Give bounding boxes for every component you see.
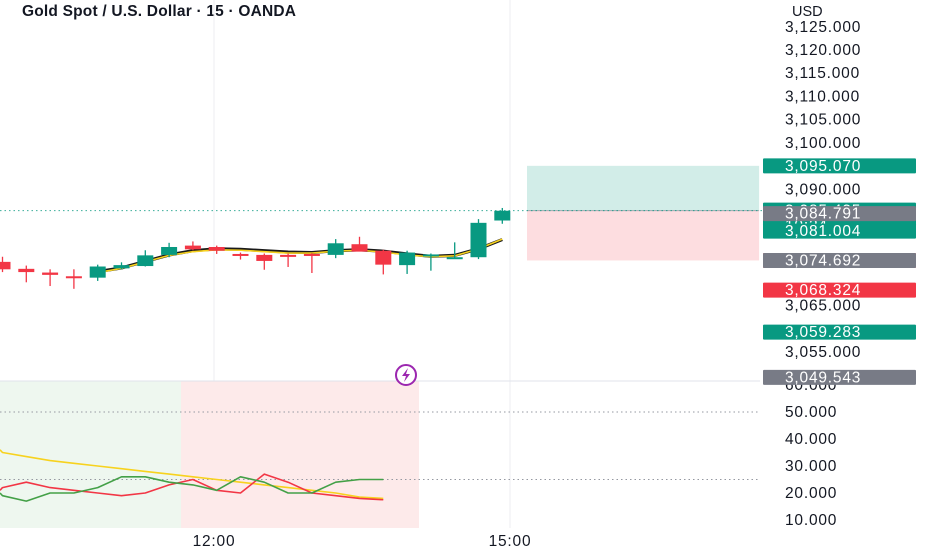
candle[interactable]	[42, 269, 59, 287]
candle-body	[303, 253, 320, 256]
price-tag-bg	[763, 253, 916, 269]
candle-body	[470, 222, 487, 258]
price-tag-label: 3,049.543	[785, 369, 861, 386]
price-tag[interactable]: 3,095.070	[763, 158, 916, 175]
price-axis-label: 3,055.000	[785, 344, 861, 361]
candle-body	[446, 257, 463, 260]
candle[interactable]	[256, 253, 273, 270]
candle[interactable]	[161, 242, 178, 258]
price-tag-bg	[763, 223, 916, 239]
price-tag-label: 3,074.692	[785, 253, 861, 270]
candle[interactable]	[351, 236, 368, 252]
oscillator-zone	[0, 381, 181, 528]
price-tag[interactable]: 3,081.004	[763, 223, 916, 240]
price-tag-label: 3,081.004	[785, 223, 861, 240]
price-axis-label: 3,110.000	[785, 88, 860, 105]
candle[interactable]	[184, 241, 201, 251]
candle-body	[494, 210, 511, 221]
price-axis-label: 3,125.000	[785, 19, 861, 36]
oscillator-axis-label: 30.000	[785, 458, 837, 475]
lightning-bolt-icon[interactable]	[395, 364, 417, 386]
oscillator-axis-label: 20.000	[785, 485, 837, 502]
price-axis-label: 3,120.000	[785, 42, 861, 59]
candle[interactable]	[422, 253, 439, 271]
oscillator-axis-label: 50.000	[785, 404, 837, 421]
price-tag-label: 3,059.283	[785, 324, 861, 341]
candle[interactable]	[470, 219, 487, 260]
candle[interactable]	[303, 253, 320, 274]
candle-body	[208, 246, 225, 251]
take-profit-zone[interactable]	[527, 165, 760, 211]
time-axis-label: 15:00	[489, 533, 532, 550]
price-axis-label: 3,100.000	[785, 135, 861, 152]
price-tag[interactable]: 3,068.324	[763, 282, 916, 299]
candle-body	[161, 246, 178, 255]
candle[interactable]	[137, 250, 154, 267]
price-tag-bg	[763, 324, 916, 340]
candle-body	[375, 250, 392, 265]
price-tag-label: 3,068.324	[785, 282, 861, 299]
price-tag-label: 3,084.791	[785, 206, 861, 223]
candle-body	[399, 252, 416, 266]
price-axis-label: 3,105.000	[785, 112, 861, 129]
oscillator-axis-label: 40.000	[785, 431, 837, 448]
candle[interactable]	[89, 264, 106, 281]
candle-body	[351, 244, 368, 252]
price-tag[interactable]: 3,049.543	[763, 369, 916, 386]
currency-label: USD	[792, 4, 823, 20]
candle-body	[137, 255, 154, 267]
price-tag-bg	[763, 369, 916, 385]
price-tag-bg	[763, 158, 916, 174]
candle[interactable]	[232, 252, 249, 260]
oscillator-zone	[181, 381, 419, 528]
price-tag[interactable]: 3,084.791	[763, 206, 916, 223]
oscillator-axis-label: 10.000	[785, 512, 837, 529]
oscillator-series-1	[0, 473, 384, 501]
candle-body	[0, 261, 11, 270]
candle-body	[65, 276, 82, 279]
candle[interactable]	[18, 265, 35, 283]
candle[interactable]	[113, 262, 130, 270]
candle[interactable]	[0, 256, 11, 273]
candle[interactable]	[280, 253, 297, 267]
candle[interactable]	[399, 250, 416, 274]
ma-fast-line	[97, 238, 503, 274]
price-tag[interactable]: 3,059.283	[763, 324, 916, 341]
candle-body	[18, 268, 35, 273]
price-axis-label: 3,065.000	[785, 298, 861, 315]
candle-body	[89, 266, 106, 278]
candle-body	[280, 254, 297, 257]
lightning-bolt-glyph	[402, 368, 410, 382]
price-tag-label: 3,095.070	[785, 158, 861, 175]
candle-body	[422, 254, 439, 257]
candle-body	[113, 265, 130, 269]
stop-loss-zone[interactable]	[527, 210, 760, 261]
candle-body	[256, 254, 273, 261]
price-axis-label: 3,090.000	[785, 181, 861, 198]
candle[interactable]	[494, 207, 511, 224]
candle[interactable]	[375, 249, 392, 275]
candle[interactable]	[208, 245, 225, 254]
oscillator-series-2	[0, 475, 384, 502]
time-axis-label: 12:00	[193, 533, 236, 550]
candle[interactable]	[446, 242, 463, 260]
price-tag[interactable]: 3,074.692	[763, 253, 916, 270]
price-tag-bg	[763, 282, 916, 298]
price-tag-bg	[763, 206, 916, 222]
candle-body	[42, 272, 59, 275]
symbol-title: Gold Spot / U.S. Dollar · 15 · OANDA	[22, 3, 297, 20]
candle-body	[327, 243, 344, 255]
candle-body	[232, 253, 249, 256]
candle[interactable]	[65, 269, 82, 289]
candle[interactable]	[327, 239, 344, 259]
candle-body	[184, 245, 201, 250]
price-axis-label: 3,115.000	[785, 65, 860, 82]
